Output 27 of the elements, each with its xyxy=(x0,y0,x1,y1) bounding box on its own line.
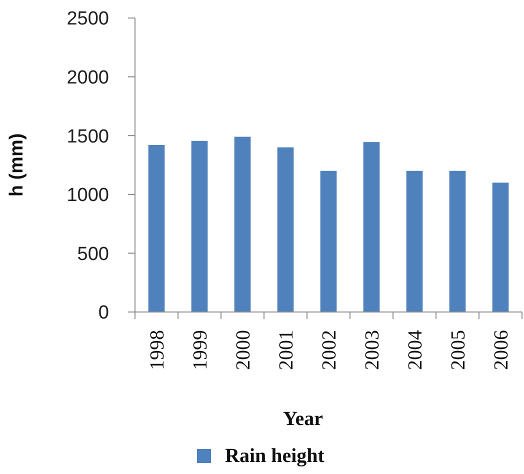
x-tick-label: 2000 xyxy=(232,330,254,370)
y-tick-label: 2500 xyxy=(66,8,109,30)
x-tick-label: 2003 xyxy=(362,330,384,370)
bar xyxy=(148,145,165,312)
legend-label: Rain height xyxy=(225,445,325,467)
x-tick-label: 1999 xyxy=(190,330,212,370)
bar xyxy=(449,170,466,312)
x-tick-label: 2004 xyxy=(404,330,426,370)
x-axis-title: Year xyxy=(283,408,324,430)
bar xyxy=(320,170,337,312)
y-tick-label: 2000 xyxy=(66,67,109,88)
x-tick-label: 1998 xyxy=(146,330,168,370)
bar xyxy=(234,136,251,312)
bar xyxy=(406,170,423,312)
bar xyxy=(492,182,509,312)
y-axis-title: h (mm) xyxy=(6,133,28,197)
bar xyxy=(191,140,208,312)
y-tick-label: 0 xyxy=(98,302,109,324)
y-tick-label: 1000 xyxy=(66,185,109,206)
x-tick-label: 2002 xyxy=(318,330,340,370)
x-tick-label: 2005 xyxy=(448,330,470,370)
bar xyxy=(363,142,380,312)
y-tick-label: 1500 xyxy=(66,126,109,148)
y-tick-label: 500 xyxy=(77,244,109,265)
bar xyxy=(277,147,294,312)
x-tick-label: 2001 xyxy=(276,330,298,370)
x-tick-label: 2006 xyxy=(490,330,512,370)
